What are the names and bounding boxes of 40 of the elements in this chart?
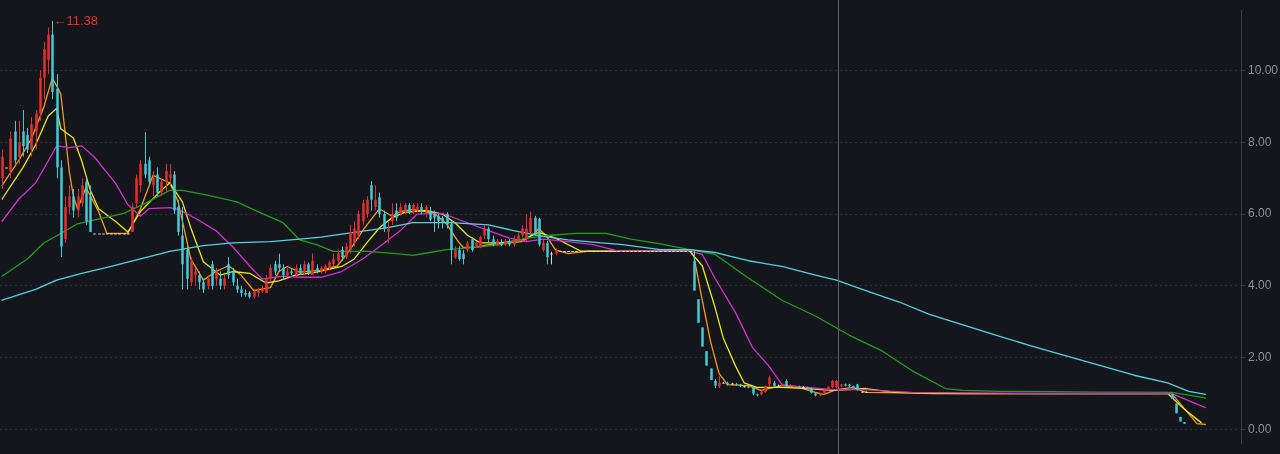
y-tick-label: 10.00: [1248, 62, 1279, 77]
candlestick: [374, 184, 377, 211]
candlestick: [357, 209, 360, 240]
candlestick: [378, 192, 381, 219]
candlestick: [391, 202, 394, 226]
candlestick: [169, 163, 172, 186]
annotation: ←11.38: [53, 12, 98, 28]
candlestick: [156, 166, 159, 197]
candlestick: [383, 209, 386, 233]
candlestick: [349, 224, 352, 255]
candlestick: [72, 188, 75, 219]
y-tick-label: 6.00: [1248, 206, 1272, 221]
candlestick: [1, 148, 4, 190]
candlestick: [190, 256, 193, 287]
candlestick: [152, 170, 155, 197]
candlestick: [68, 184, 71, 215]
candlestick: [26, 127, 29, 154]
candlestick: [227, 256, 230, 280]
candlestick: [35, 109, 38, 150]
candlestick: [165, 163, 168, 194]
candlestick: [529, 211, 532, 235]
candlestick: [387, 220, 390, 244]
candlestick: [697, 298, 700, 324]
candlestick: [148, 156, 151, 186]
candlestick: [362, 199, 365, 226]
candlestick: [18, 120, 21, 165]
candlestick: [211, 260, 214, 290]
candlestick: [546, 240, 549, 265]
candlestick: [144, 131, 147, 179]
y-tick-label: 8.00: [1248, 134, 1272, 149]
candlestick: [370, 180, 373, 211]
candlestick: [81, 177, 84, 208]
candlestick: [366, 195, 369, 219]
candlestick: [525, 213, 528, 242]
candlestick: [22, 109, 25, 158]
candlestick: [433, 209, 436, 233]
y-tick-label: 4.00: [1248, 278, 1272, 293]
candlestick: [77, 188, 80, 219]
y-tick-label: 0.00: [1248, 421, 1272, 436]
y-tick-label: 2.00: [1248, 349, 1272, 364]
